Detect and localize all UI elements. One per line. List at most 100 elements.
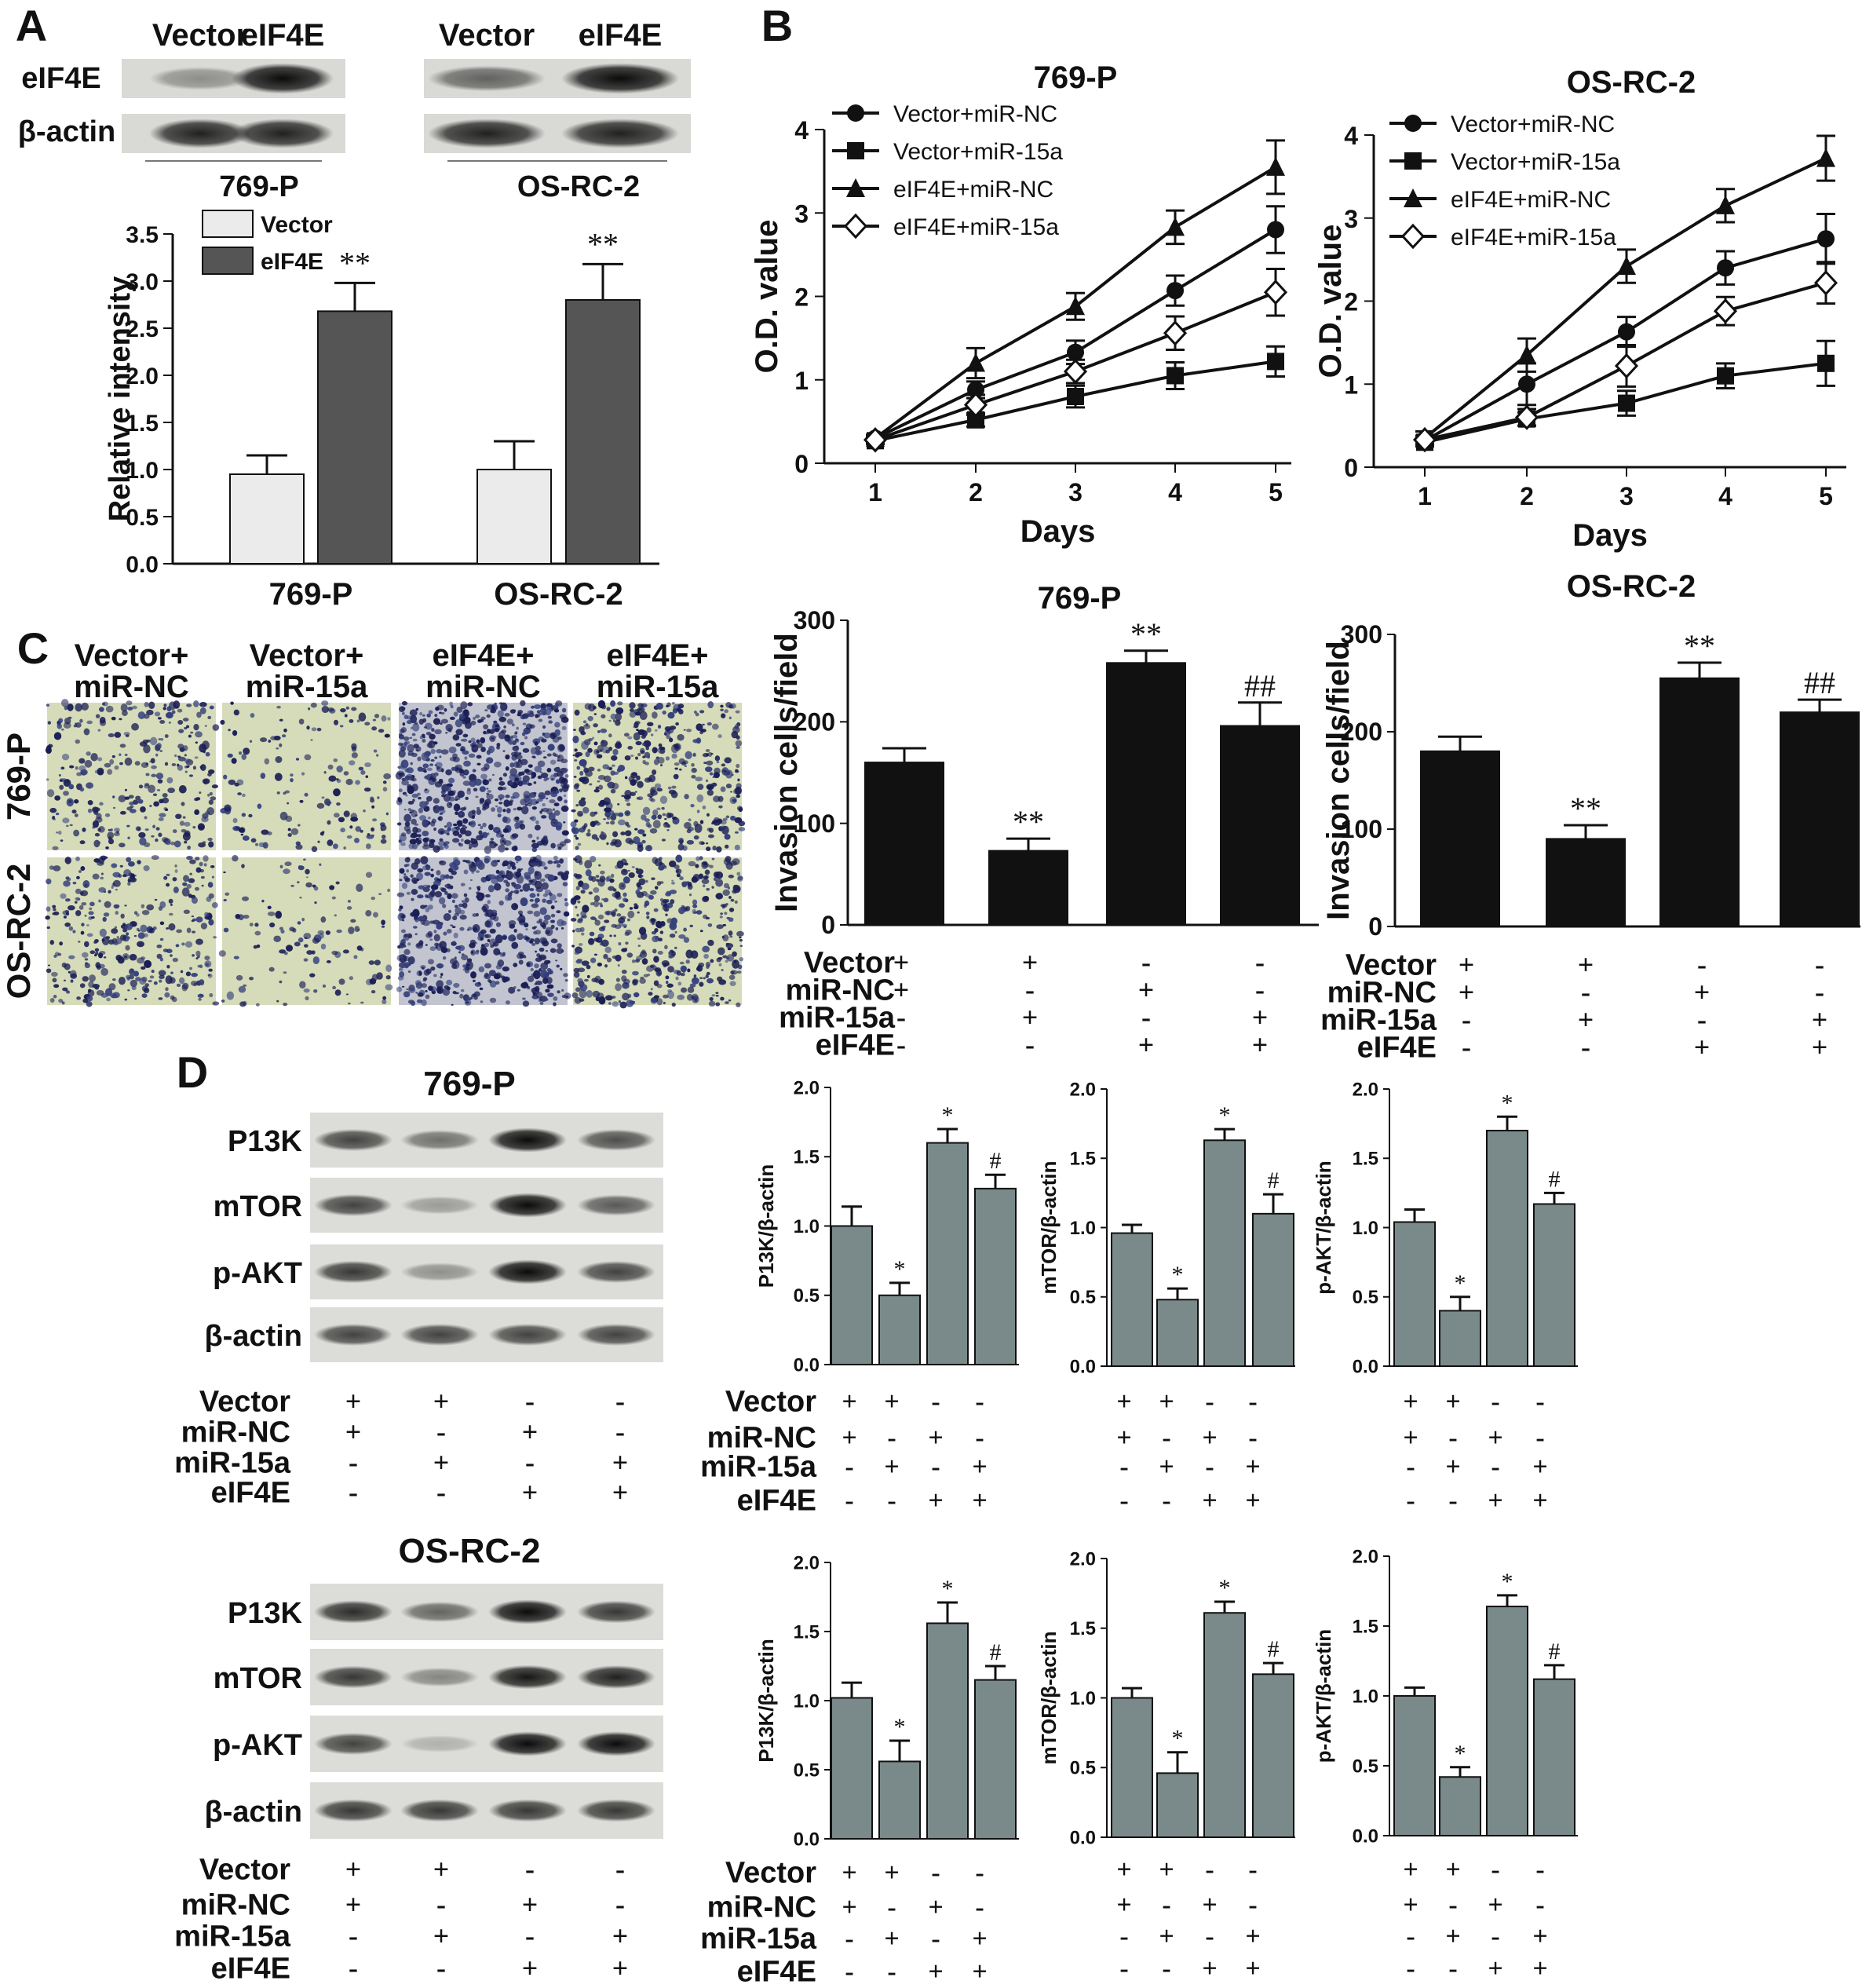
stained-cell bbox=[571, 897, 579, 902]
stained-cell bbox=[593, 713, 597, 715]
stained-cell bbox=[142, 739, 148, 744]
stained-cell bbox=[250, 713, 255, 718]
stained-cell bbox=[436, 846, 444, 851]
stained-cell bbox=[595, 875, 600, 879]
stained-cell bbox=[713, 795, 721, 802]
stained-cell bbox=[279, 743, 283, 747]
stained-cell bbox=[615, 978, 620, 982]
stained-cell bbox=[542, 756, 547, 759]
marker-triangle bbox=[1066, 296, 1085, 316]
stained-cell bbox=[476, 809, 482, 816]
stained-cell bbox=[528, 883, 532, 886]
stained-cell bbox=[68, 926, 74, 931]
stained-cell bbox=[699, 981, 704, 987]
stained-cell bbox=[651, 877, 655, 881]
stained-cell bbox=[451, 893, 458, 899]
stained-cell bbox=[46, 926, 50, 930]
stained-cell bbox=[193, 700, 199, 707]
stained-cell bbox=[45, 915, 50, 920]
stained-cell bbox=[637, 829, 645, 835]
stained-cell bbox=[462, 733, 469, 738]
legend-swatch bbox=[202, 210, 254, 238]
stained-cell bbox=[675, 854, 683, 863]
stained-cell bbox=[575, 846, 579, 850]
stained-cell bbox=[550, 913, 556, 918]
stained-cell bbox=[598, 902, 603, 905]
stained-cell bbox=[185, 971, 192, 977]
stained-cell bbox=[116, 936, 119, 938]
stained-cell bbox=[411, 1000, 416, 1006]
stained-cell bbox=[333, 788, 341, 797]
stained-cell bbox=[662, 813, 666, 817]
stained-cell bbox=[123, 732, 130, 736]
condition-sign: + bbox=[884, 1453, 899, 1482]
stained-cell bbox=[679, 961, 685, 965]
stained-cell bbox=[189, 859, 196, 864]
stained-cell bbox=[736, 970, 742, 974]
stained-cell bbox=[699, 930, 703, 933]
stained-cell bbox=[400, 832, 407, 837]
stained-cell bbox=[249, 740, 253, 743]
stained-cell bbox=[463, 869, 469, 875]
condition-sign: + bbox=[1488, 1423, 1502, 1453]
stained-cell bbox=[505, 894, 511, 901]
blot-band bbox=[577, 1129, 655, 1151]
stained-cell bbox=[411, 889, 418, 895]
significance-mark: * bbox=[942, 1102, 954, 1128]
stained-cell bbox=[624, 755, 631, 761]
stained-cell bbox=[593, 895, 601, 902]
blot-title: OS-RC-2 bbox=[399, 1532, 541, 1570]
stained-cell bbox=[736, 1002, 741, 1007]
stained-cell bbox=[115, 911, 119, 915]
stained-cell bbox=[688, 861, 696, 867]
stained-cell bbox=[313, 886, 319, 891]
stained-cell bbox=[524, 872, 531, 878]
stained-cell bbox=[462, 776, 466, 779]
stained-cell bbox=[166, 883, 170, 887]
stained-cell bbox=[199, 766, 203, 769]
stained-cell bbox=[360, 770, 366, 775]
stained-cell bbox=[289, 926, 295, 932]
stained-cell bbox=[84, 941, 89, 948]
stained-cell bbox=[205, 751, 210, 757]
stained-cell bbox=[576, 766, 581, 770]
stained-cell bbox=[226, 991, 235, 1000]
stained-cell bbox=[290, 828, 299, 835]
significance-mark: * bbox=[1502, 1090, 1513, 1116]
stained-cell bbox=[703, 861, 708, 866]
stained-cell bbox=[498, 844, 506, 853]
stained-cell bbox=[621, 795, 625, 798]
stained-cell bbox=[560, 767, 568, 773]
stained-cell bbox=[61, 699, 69, 707]
stained-cell bbox=[439, 755, 442, 758]
stained-cell bbox=[711, 994, 716, 997]
stained-cell bbox=[155, 773, 164, 780]
stained-cell bbox=[477, 719, 483, 724]
stained-cell bbox=[517, 806, 523, 811]
y-tick-label: 1.0 bbox=[794, 1216, 820, 1237]
stained-cell bbox=[689, 924, 693, 927]
stained-cell bbox=[283, 868, 290, 875]
stained-cell bbox=[458, 951, 462, 954]
stained-cell bbox=[126, 857, 132, 863]
stained-cell bbox=[696, 723, 703, 731]
stained-cell bbox=[633, 722, 639, 729]
stained-cell bbox=[129, 809, 137, 813]
stained-cell bbox=[118, 874, 122, 879]
stained-cell bbox=[84, 915, 87, 917]
stained-cell bbox=[511, 941, 519, 949]
stained-cell bbox=[706, 722, 712, 726]
y-tick-label: 2.0 bbox=[1353, 1079, 1378, 1100]
stained-cell bbox=[496, 742, 501, 747]
stained-cell bbox=[658, 937, 663, 942]
stained-cell bbox=[224, 804, 232, 813]
condition-sign: + bbox=[1245, 1453, 1260, 1482]
y-tick-label: 0.5 bbox=[126, 505, 159, 531]
blot-lane-label: eIF4E bbox=[579, 18, 663, 53]
stained-cell bbox=[590, 957, 597, 963]
marker-diamond bbox=[1614, 353, 1639, 379]
y-tick-label: 0.0 bbox=[1353, 1825, 1378, 1847]
stained-cell bbox=[146, 709, 154, 716]
stained-cell bbox=[430, 873, 435, 878]
stained-cell bbox=[706, 784, 714, 791]
